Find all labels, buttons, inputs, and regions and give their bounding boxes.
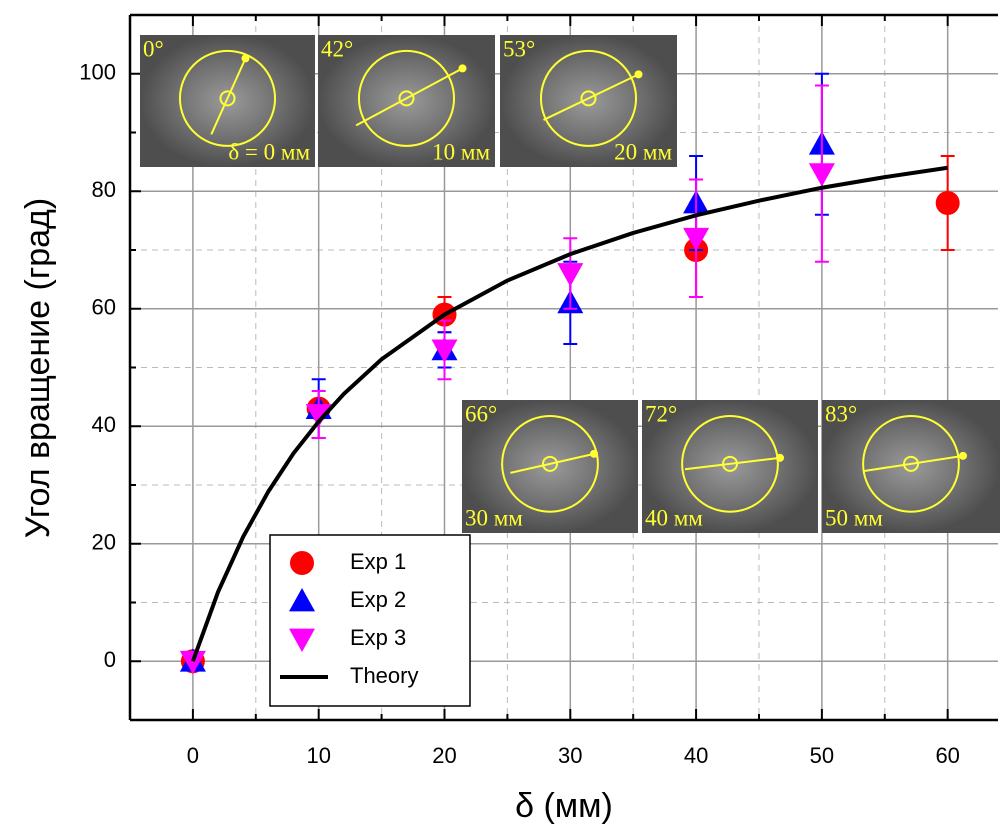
y-axis-label: Угол вращение (град)	[19, 198, 57, 538]
legend-label: Theory	[350, 663, 418, 688]
inset-ring	[357, 49, 456, 147]
y-tick-label: 0	[104, 647, 116, 672]
inset-angle: 42°	[321, 36, 353, 61]
inset-arrow-head	[634, 70, 643, 79]
y-tick-label: 100	[79, 60, 116, 85]
inset-arrow-head	[776, 453, 784, 462]
inset: 72° 40 мм	[642, 400, 818, 533]
marker	[808, 163, 835, 187]
inset-distance: 40 мм	[645, 505, 703, 530]
marker	[179, 650, 206, 675]
marker	[431, 339, 458, 363]
legend-swatch	[289, 588, 315, 612]
inset-angle: 53°	[503, 36, 535, 61]
inset-arrow	[510, 452, 595, 474]
inset-arrow	[864, 454, 964, 473]
inset-arrow	[684, 456, 781, 471]
inset-ring	[862, 414, 960, 513]
inset: 83° 50 мм	[822, 400, 1000, 533]
x-tick-label: 10	[306, 743, 330, 768]
inset-ring	[178, 49, 277, 147]
inset-angle: 72°	[645, 401, 677, 426]
x-tick-label: 50	[810, 743, 834, 768]
inset-arrow-head	[241, 54, 250, 63]
legend-label: Exp 1	[350, 549, 406, 574]
inset-center	[903, 455, 919, 472]
y-tick-label: 40	[92, 412, 116, 437]
marker	[935, 191, 960, 215]
x-axis-label: δ (мм)	[515, 787, 613, 825]
inset-arrow-head	[458, 64, 467, 73]
x-tick-label: 30	[558, 743, 582, 768]
inset: 42° 10 мм	[318, 35, 495, 167]
y-tick-label: 60	[92, 295, 116, 320]
inset-distance: 20 мм	[614, 139, 672, 164]
inset-distance: 50 мм	[825, 505, 883, 530]
y-tick-label: 80	[92, 177, 116, 202]
inset-center	[580, 90, 597, 107]
y-tick-label: 20	[92, 530, 116, 555]
marker	[557, 263, 584, 287]
x-tick-label: 20	[432, 743, 456, 768]
inset-arrow-head	[590, 449, 598, 458]
marker	[683, 227, 710, 252]
inset-distance: 30 мм	[465, 505, 523, 530]
inset-center	[542, 455, 558, 472]
inset-angle: 66°	[465, 401, 497, 426]
inset: 0° δ = 0 мм	[140, 35, 315, 167]
x-tick-label: 0	[187, 743, 199, 768]
inset: 66° 30 мм	[462, 400, 638, 533]
inset-ring	[501, 414, 599, 513]
x-tick-label: 60	[935, 743, 959, 768]
inset-center	[398, 90, 415, 107]
inset-distance: 10 мм	[432, 139, 490, 164]
inset: 53° 20 мм	[500, 35, 677, 167]
legend-swatch	[290, 551, 314, 575]
inset-arrow	[210, 57, 247, 135]
x-tick-label: 40	[684, 743, 708, 768]
inset-arrow	[355, 67, 463, 127]
inset-distance: δ = 0 мм	[228, 139, 310, 164]
inset-arrow-head	[959, 451, 967, 460]
inset-arrow	[543, 73, 639, 121]
legend-label: Exp 3	[350, 625, 406, 650]
inset-angle: 0°	[143, 36, 164, 61]
legend-label: Exp 2	[350, 587, 406, 612]
inset-ring	[681, 414, 779, 513]
inset-ring	[539, 49, 638, 147]
inset-center	[219, 90, 236, 107]
theory-line	[191, 165, 948, 662]
legend-swatch	[289, 628, 315, 652]
inset-angle: 83°	[825, 401, 857, 426]
marker	[305, 404, 332, 428]
